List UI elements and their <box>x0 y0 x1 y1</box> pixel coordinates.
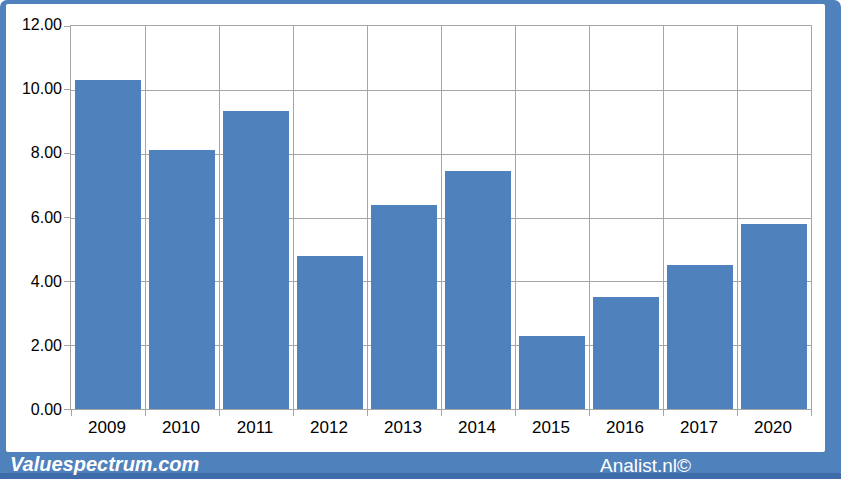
x-tick-label: 2020 <box>735 418 811 438</box>
x-tick-mark <box>441 410 442 416</box>
bar-2014 <box>445 171 511 409</box>
y-tick-mark <box>64 89 70 90</box>
gridline-v <box>219 26 220 409</box>
y-tick-label: 10.00 <box>0 79 62 99</box>
gridline-v <box>145 26 146 409</box>
y-tick-label: 4.00 <box>0 272 62 292</box>
y-tick-label: 2.00 <box>0 336 62 356</box>
x-tick-mark <box>811 410 812 416</box>
x-tick-label: 2015 <box>513 418 589 438</box>
x-tick-mark <box>219 410 220 416</box>
footer-brand-valuespectrum: Valuespectrum.com <box>10 453 199 476</box>
x-tick-mark <box>293 410 294 416</box>
chart-screenshot: 12.0010.008.006.004.002.000.00 200920102… <box>0 0 841 479</box>
bar-2009 <box>75 80 141 409</box>
x-tick-mark <box>737 410 738 416</box>
y-tick-mark <box>64 281 70 282</box>
bar-2020 <box>741 224 807 409</box>
y-tick-mark <box>64 153 70 154</box>
bar-2011 <box>223 111 289 409</box>
plot-area <box>70 25 812 410</box>
gridline-v <box>515 26 516 409</box>
x-tick-label: 2009 <box>69 418 145 438</box>
y-tick-label: 0.00 <box>0 400 62 420</box>
bar-2012 <box>297 256 363 409</box>
y-tick-mark <box>64 345 70 346</box>
gridline-v <box>663 26 664 409</box>
bar-2015 <box>519 336 585 409</box>
x-tick-mark <box>71 410 72 416</box>
y-tick-label: 8.00 <box>0 143 62 163</box>
y-tick-mark <box>64 217 70 218</box>
footer-brand-analist: Analist.nl© <box>600 455 691 477</box>
x-tick-mark <box>367 410 368 416</box>
gridline-v <box>589 26 590 409</box>
x-tick-label: 2016 <box>587 418 663 438</box>
x-tick-label: 2011 <box>217 418 293 438</box>
bar-2010 <box>149 150 215 409</box>
x-tick-label: 2012 <box>291 418 367 438</box>
x-tick-label: 2014 <box>439 418 515 438</box>
x-tick-label: 2017 <box>661 418 737 438</box>
y-tick-mark <box>64 409 70 410</box>
gridline-v <box>441 26 442 409</box>
x-tick-mark <box>145 410 146 416</box>
bar-2013 <box>371 205 437 409</box>
gridline-v <box>367 26 368 409</box>
y-tick-mark <box>64 26 70 27</box>
x-tick-label: 2010 <box>143 418 219 438</box>
y-tick-label: 12.00 <box>0 15 62 35</box>
bar-2016 <box>593 297 659 409</box>
gridline-v <box>737 26 738 409</box>
x-tick-mark <box>515 410 516 416</box>
x-tick-mark <box>663 410 664 416</box>
y-tick-label: 6.00 <box>0 208 62 228</box>
gridline-v <box>293 26 294 409</box>
bar-2017 <box>667 265 733 409</box>
x-tick-label: 2013 <box>365 418 441 438</box>
chart-frame: 12.0010.008.006.004.002.000.00 200920102… <box>0 0 841 479</box>
x-tick-mark <box>589 410 590 416</box>
